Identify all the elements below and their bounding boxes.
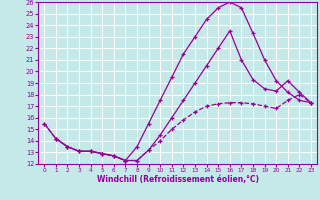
X-axis label: Windchill (Refroidissement éolien,°C): Windchill (Refroidissement éolien,°C) — [97, 175, 259, 184]
